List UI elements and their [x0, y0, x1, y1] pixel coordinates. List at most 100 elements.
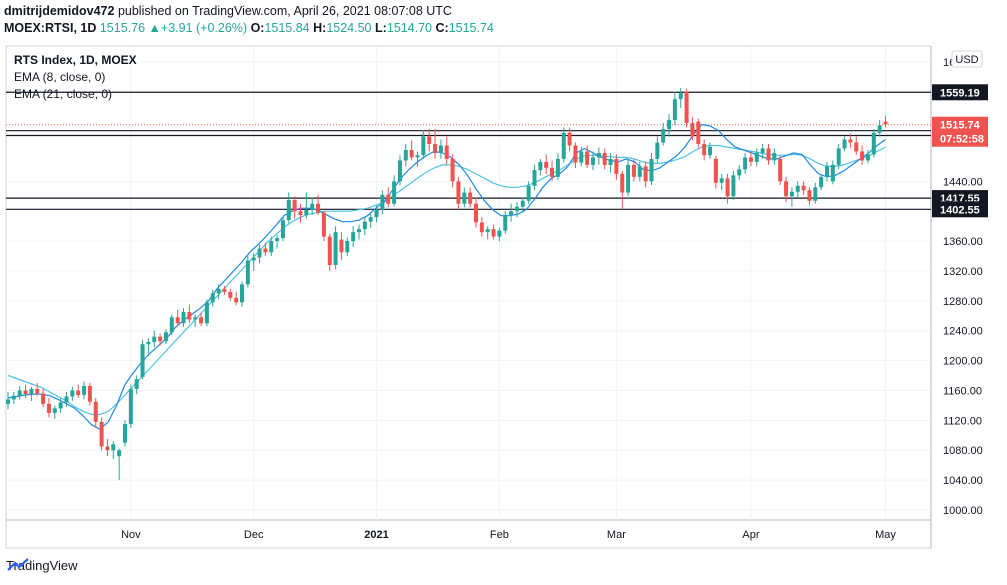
- candle-body: [403, 149, 408, 161]
- candle-body: [310, 203, 315, 210]
- legend-ema8[interactable]: EMA (8, close, 0): [14, 70, 105, 84]
- candle-body: [333, 232, 338, 265]
- candle-body: [514, 206, 519, 212]
- candle-body: [748, 157, 753, 162]
- candle-body: [374, 209, 379, 218]
- last-price-tag: [932, 116, 988, 147]
- candle-body: [479, 222, 484, 233]
- up-arrow-icon: ▲: [148, 21, 161, 35]
- candle-body: [58, 402, 63, 409]
- candle-body: [883, 121, 888, 125]
- tradingview-brand[interactable]: TradingView: [6, 558, 78, 573]
- last-price-tag-label: 1515.74: [940, 120, 981, 132]
- candle-body: [848, 139, 853, 143]
- legend-ema21[interactable]: EMA (21, close, 0): [14, 87, 112, 101]
- candle-body: [708, 146, 712, 156]
- price-tick-label: 1200.00: [943, 356, 983, 368]
- candle-body: [163, 332, 168, 342]
- candle-body: [87, 385, 92, 402]
- ema8-line: [7, 123, 886, 431]
- ema21-line: [7, 144, 886, 415]
- candle-body: [690, 123, 695, 137]
- candle-body: [257, 248, 262, 258]
- candle-body: [146, 341, 151, 345]
- candle-body: [696, 121, 701, 144]
- price-tick-label: 1000.00: [943, 505, 983, 517]
- candle-body: [17, 390, 22, 396]
- candle-body: [795, 185, 800, 192]
- candle-body: [117, 450, 122, 457]
- candle-body: [725, 178, 730, 197]
- candle-body: [392, 181, 397, 204]
- candle-body: [152, 336, 157, 342]
- candle-body: [555, 158, 560, 177]
- candle-body: [678, 93, 683, 100]
- candle-body: [46, 403, 51, 413]
- candle-body: [368, 217, 373, 222]
- price-tick-label: 1240.00: [943, 326, 983, 338]
- candle-body: [134, 379, 139, 389]
- symbol-timeframe: MOEX:RTSI, 1D: [4, 21, 97, 35]
- candle-body: [111, 444, 116, 451]
- candle-body: [199, 317, 204, 324]
- candle-body: [304, 209, 309, 215]
- price-tick-label: 1360.00: [943, 236, 983, 248]
- publisher-name[interactable]: dmitrijdemidov472: [4, 4, 115, 18]
- time-tick-label: Dec: [244, 529, 264, 541]
- candle-body: [6, 399, 10, 404]
- candle-body: [626, 164, 631, 193]
- candle-body: [140, 344, 145, 378]
- high-label: H:: [313, 21, 327, 35]
- legend-title: RTS Index, 1D, MOEX: [14, 53, 137, 67]
- candle-body: [29, 388, 34, 395]
- candle-body: [661, 129, 666, 143]
- time-tick-label: May: [875, 529, 896, 541]
- candle-body: [357, 229, 361, 233]
- candle-body: [187, 312, 192, 320]
- candle-body: [801, 185, 806, 191]
- candle-body: [520, 200, 525, 207]
- level-price-tag: [932, 84, 988, 101]
- candle-body: [649, 158, 654, 182]
- candle-body: [561, 132, 566, 159]
- currency-button[interactable]: [951, 50, 983, 68]
- candle-body: [76, 390, 81, 395]
- open-label: O:: [250, 21, 265, 35]
- candle-body: [766, 148, 771, 161]
- price-axis[interactable]: 1000.00 1040.00 1080.00 1120.00 1160.00 1200.…: [943, 57, 983, 517]
- candle-body: [444, 145, 449, 159]
- candle-body: [438, 145, 443, 153]
- time-axis[interactable]: Nov Dec 2021 Feb Mar Apr May: [121, 529, 896, 541]
- candle-body: [204, 302, 209, 324]
- change-text: +3.91 (+0.26%): [160, 21, 248, 35]
- candle-body: [52, 408, 57, 413]
- candle-body: [158, 336, 163, 342]
- price-tick-label: 1280.00: [943, 296, 983, 308]
- candle-body: [123, 424, 127, 443]
- countdown-label: 07:52:58: [940, 134, 984, 146]
- level-price-tag: [932, 201, 988, 218]
- candle-body: [860, 151, 865, 161]
- candle-body: [468, 192, 473, 204]
- candle-body: [778, 158, 783, 182]
- candle-body: [415, 155, 420, 158]
- candle-body: [743, 157, 748, 170]
- candle-body: [286, 199, 291, 221]
- price-tick-label: 1320.00: [943, 266, 983, 278]
- candle-body: [245, 260, 250, 285]
- level-price-tag-label: 1559.19: [940, 87, 980, 99]
- candle-body: [292, 199, 297, 212]
- candle-body: [602, 152, 607, 165]
- close-value: 1515.74: [448, 21, 494, 35]
- candle-body: [321, 212, 326, 237]
- candle-body: [298, 211, 303, 215]
- candle-body: [585, 151, 590, 165]
- candle-body: [737, 169, 742, 176]
- price-tick-label: 1080.00: [943, 445, 983, 457]
- candle-body: [251, 257, 256, 261]
- candle-body: [82, 385, 87, 395]
- candle-body: [450, 158, 455, 182]
- candle-body: [351, 232, 356, 242]
- candle-body: [579, 151, 584, 163]
